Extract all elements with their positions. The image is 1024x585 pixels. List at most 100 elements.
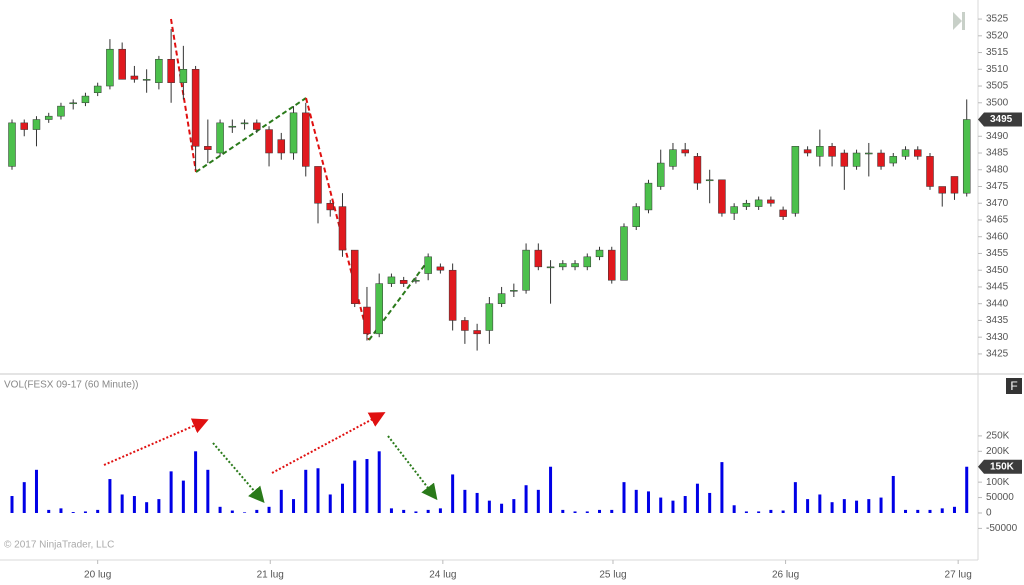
volume-bar	[255, 509, 259, 513]
volume-bar	[59, 508, 63, 513]
candle-body	[179, 69, 188, 83]
volume-bar	[353, 460, 357, 513]
copyright: © 2017 NinjaTrader, LLC	[4, 540, 114, 551]
candle-body	[93, 85, 102, 93]
candle-body	[926, 156, 934, 187]
volume-bar	[781, 510, 785, 513]
candle-body	[901, 149, 910, 157]
volume-bar	[120, 494, 124, 513]
volume-bar	[573, 511, 577, 513]
volume-bar	[402, 509, 406, 513]
volume-bar	[243, 512, 247, 513]
y-tick-label: 3480	[986, 164, 1009, 175]
volume-bar	[952, 506, 956, 513]
x-tick-label: 27 lug	[945, 570, 972, 581]
play-icon[interactable]	[953, 12, 965, 30]
candle-body	[852, 152, 861, 167]
candle-body	[253, 122, 261, 130]
candle-body	[681, 149, 689, 154]
volume-bar	[218, 506, 222, 513]
panel-button[interactable]	[1006, 378, 1022, 394]
candle-body	[669, 149, 677, 167]
candle-body	[204, 146, 212, 150]
candle-body	[265, 129, 273, 154]
candle-body	[938, 186, 946, 194]
volume-bar	[463, 489, 467, 513]
candle-body	[914, 149, 922, 157]
candle-body	[350, 249, 359, 304]
candle-body	[216, 122, 224, 154]
volume-bar	[34, 469, 38, 513]
volume-bar	[340, 483, 344, 513]
candle-body	[559, 263, 567, 268]
last-value-box	[978, 459, 1022, 474]
candle-body	[693, 156, 702, 184]
volume-bar	[108, 479, 112, 513]
volume-bar	[267, 506, 271, 513]
candle-body	[754, 199, 763, 207]
candle-body	[167, 58, 175, 83]
candle-body	[69, 102, 77, 105]
volume-bar	[389, 508, 393, 513]
volume-bar	[304, 469, 308, 513]
volume-bar	[916, 509, 920, 513]
candle-body	[473, 330, 481, 335]
volume-bar	[940, 508, 944, 513]
candle-body	[20, 122, 28, 130]
y-tick-label: 3425	[986, 349, 1009, 360]
y-tick-label: 3455	[986, 248, 1009, 259]
volume-bar	[549, 466, 553, 513]
volume-title: VOL(FESX 09-17 (60 Minute))	[4, 380, 139, 391]
candle-body	[424, 256, 432, 274]
y-tick-label: 3470	[986, 198, 1009, 209]
y-tick-label: 3515	[986, 47, 1009, 58]
volume-bar	[806, 499, 810, 513]
volume-bar	[279, 489, 283, 513]
candle-body	[632, 206, 640, 227]
candle-body	[571, 263, 579, 268]
volume-bar	[793, 482, 797, 513]
candle-body	[155, 58, 163, 83]
candle-body	[8, 122, 16, 167]
volume-bar	[145, 502, 149, 513]
candle-body	[277, 139, 286, 154]
x-tick-label: 21 lug	[257, 570, 284, 581]
candle-body	[705, 179, 714, 182]
candle-body	[791, 146, 800, 214]
y-tick-label: 3500	[986, 97, 1009, 108]
volume-bar	[206, 469, 210, 513]
candle-body	[803, 149, 812, 154]
candle-body	[448, 269, 457, 321]
panel-button-label[interactable]: F	[1010, 379, 1017, 393]
volume-bar	[683, 496, 687, 513]
volume-bar	[928, 509, 932, 513]
y-tick-label: 3520	[986, 30, 1009, 41]
volume-bar	[634, 489, 638, 513]
candle-body	[485, 303, 494, 331]
volume-bar	[855, 500, 859, 513]
volume-bar	[598, 509, 602, 513]
candle-body	[326, 202, 334, 211]
candle-body	[656, 162, 665, 187]
volume-bar	[561, 509, 565, 513]
volume-bar	[414, 511, 418, 513]
x-tick-label: 25 lug	[599, 570, 626, 581]
candle-body	[644, 182, 653, 211]
candle-body	[608, 249, 616, 281]
volume-bar	[879, 497, 883, 513]
last-value-label: 150K	[990, 461, 1015, 472]
volume-bar	[512, 499, 516, 513]
volume-bar	[965, 466, 969, 513]
volume-bar	[891, 475, 895, 513]
candle-body	[32, 119, 41, 130]
volume-bar	[842, 499, 846, 513]
x-tick-label: 20 lug	[84, 570, 111, 581]
candle-body	[877, 152, 885, 167]
volume-bar	[475, 492, 479, 513]
volume-bar	[867, 499, 871, 513]
volume-bar	[157, 499, 161, 513]
candle-body	[338, 206, 347, 251]
candle-body	[412, 280, 420, 282]
volume-bar	[818, 494, 822, 513]
